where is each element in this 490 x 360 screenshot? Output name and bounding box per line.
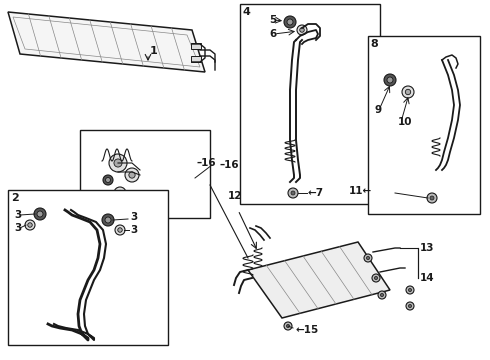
Circle shape (378, 291, 386, 299)
Circle shape (114, 159, 122, 167)
Circle shape (117, 190, 122, 196)
Text: 11←: 11← (349, 186, 372, 196)
Circle shape (364, 254, 372, 262)
Text: 3: 3 (14, 223, 21, 233)
Circle shape (427, 193, 437, 203)
Circle shape (34, 208, 46, 220)
Text: –16: –16 (219, 160, 239, 170)
Circle shape (297, 25, 307, 35)
Circle shape (105, 217, 111, 223)
Circle shape (37, 211, 43, 217)
Text: ←15: ←15 (296, 325, 319, 335)
Circle shape (118, 228, 122, 232)
Polygon shape (248, 242, 390, 318)
Circle shape (284, 16, 296, 28)
Circle shape (406, 286, 414, 294)
Text: 6: 6 (270, 29, 277, 39)
Circle shape (387, 77, 393, 83)
Circle shape (284, 322, 292, 330)
Circle shape (28, 223, 32, 227)
Text: 3: 3 (130, 225, 137, 235)
Circle shape (372, 274, 380, 282)
Text: 3: 3 (130, 212, 137, 222)
Bar (80, 130, 210, 218)
Circle shape (103, 175, 113, 185)
Circle shape (114, 187, 126, 199)
Polygon shape (8, 12, 205, 72)
Circle shape (405, 89, 411, 95)
Text: 9: 9 (375, 105, 382, 115)
Text: 8: 8 (370, 39, 378, 49)
Circle shape (287, 19, 293, 25)
Text: 12: 12 (228, 191, 243, 201)
Circle shape (384, 74, 396, 86)
Circle shape (125, 168, 139, 182)
Circle shape (115, 225, 125, 235)
Circle shape (430, 196, 434, 200)
Circle shape (105, 177, 111, 183)
Circle shape (291, 191, 295, 195)
Text: 5: 5 (269, 15, 276, 25)
Text: 3: 3 (14, 210, 21, 220)
Bar (240, 4, 380, 204)
Text: 2: 2 (11, 193, 19, 203)
Text: ←7: ←7 (308, 188, 324, 198)
Circle shape (109, 154, 127, 172)
Circle shape (300, 28, 304, 32)
Text: 4: 4 (242, 7, 250, 17)
Circle shape (402, 86, 414, 98)
Bar (191, 56, 201, 62)
Circle shape (374, 276, 378, 280)
Circle shape (102, 214, 114, 226)
Text: 10: 10 (398, 117, 413, 127)
Circle shape (380, 293, 384, 297)
Circle shape (286, 324, 290, 328)
Circle shape (129, 172, 135, 178)
Text: 14: 14 (420, 273, 435, 283)
Text: 13: 13 (420, 243, 435, 253)
Circle shape (25, 220, 35, 230)
Bar (368, 36, 480, 214)
Bar (191, 43, 201, 49)
Bar (8, 190, 168, 345)
Circle shape (408, 305, 412, 307)
Circle shape (288, 188, 298, 198)
Circle shape (367, 256, 369, 260)
Circle shape (408, 288, 412, 292)
Text: –16: –16 (196, 158, 216, 168)
Text: 1: 1 (150, 46, 158, 56)
Circle shape (406, 302, 414, 310)
